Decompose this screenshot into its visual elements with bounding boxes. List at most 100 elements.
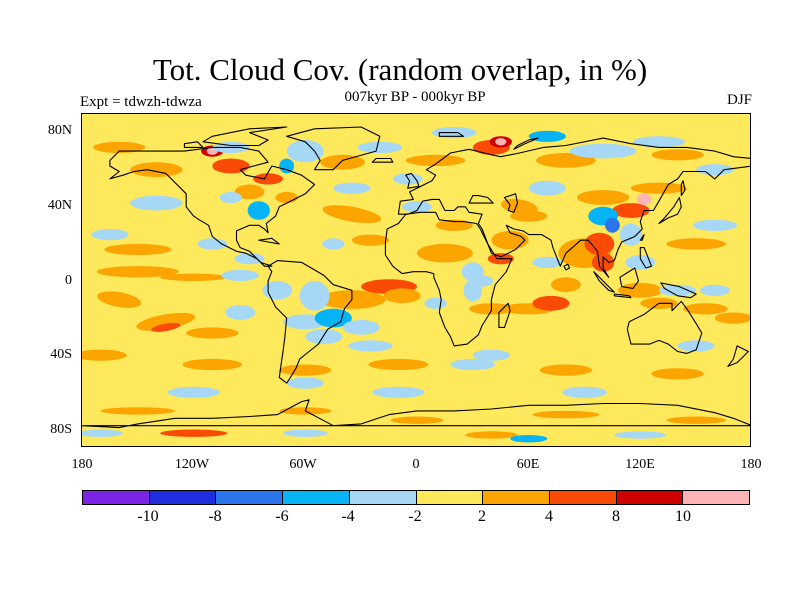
anomaly-patch <box>532 295 570 311</box>
anomaly-patch <box>528 130 566 142</box>
anomaly-patch <box>692 219 738 231</box>
anomaly-patch <box>402 201 432 213</box>
anomaly-patch <box>342 320 380 335</box>
anomaly-patch <box>286 377 324 389</box>
coastline <box>727 345 749 367</box>
lon-label-120e: 120E <box>625 457 655 472</box>
lon-label-180w: 180 <box>71 457 93 472</box>
colorbar-swatch <box>683 491 750 504</box>
anomaly-patch <box>97 291 142 308</box>
lon-label-0: 0 <box>412 457 420 472</box>
anomaly-patch <box>225 305 256 320</box>
colorbar-label: -6 <box>275 508 289 525</box>
anomaly-patch <box>463 279 483 302</box>
lon-label-60w: 60W <box>289 457 317 472</box>
anomaly-patch <box>625 255 656 270</box>
anomaly-patch <box>424 297 447 309</box>
coastlines <box>82 126 750 429</box>
anomaly-patch <box>197 238 228 250</box>
coastline <box>619 267 640 289</box>
coastline <box>613 293 632 299</box>
anomaly-patch <box>186 327 239 339</box>
coastline <box>503 193 519 213</box>
coastline <box>371 157 394 163</box>
experiment-label: Expt = tdwzh-tdwza <box>80 94 202 110</box>
anomaly-patch <box>614 431 667 439</box>
colorbar-swatch <box>483 491 550 504</box>
colorbar-swatch <box>283 491 350 504</box>
anomaly-patch <box>584 232 615 255</box>
anomaly-patch <box>465 431 518 439</box>
anomaly-patch <box>279 158 295 174</box>
anomaly-patch <box>104 243 172 256</box>
anomaly-patch <box>182 358 243 371</box>
anomaly-patch <box>320 154 365 170</box>
coastline <box>639 234 645 241</box>
anomaly-patch <box>100 407 175 415</box>
colorbar-label: 2 <box>478 508 486 525</box>
coastline <box>397 137 750 278</box>
anomaly-patch <box>136 312 196 331</box>
anomaly-patch <box>219 191 243 204</box>
coastline <box>183 141 204 148</box>
coastline <box>468 195 494 204</box>
coastline <box>286 126 381 171</box>
coastline <box>660 282 697 299</box>
anomaly-patch <box>96 266 179 278</box>
coastline <box>267 260 353 384</box>
anomaly-patch <box>383 288 421 304</box>
colorbar-label: -2 <box>408 508 422 525</box>
anomaly-patch <box>651 149 704 161</box>
season-label: DJF <box>726 92 752 108</box>
anomaly-patch <box>683 303 728 315</box>
colorbar-swatch <box>149 491 217 504</box>
anomaly-patch <box>212 158 250 174</box>
anomaly-patch <box>82 349 127 361</box>
colorbar-swatch <box>83 491 150 504</box>
map-canvas <box>82 126 750 443</box>
anomaly-field <box>82 127 750 443</box>
map-panel <box>81 113 751 447</box>
anomaly-patch <box>666 238 726 250</box>
colorbar-label: 10 <box>675 508 691 525</box>
colorbar-label: 8 <box>612 508 620 525</box>
anomaly-patch <box>283 429 328 437</box>
anomaly-patch <box>160 273 228 281</box>
anomaly-patch <box>234 253 265 265</box>
anomaly-patch <box>91 229 129 241</box>
lon-label-120w: 120W <box>174 457 210 472</box>
colorbar-label: 4 <box>545 508 553 525</box>
anomaly-patch <box>666 416 726 424</box>
anomaly-patch <box>253 173 283 185</box>
anomaly-patch <box>510 435 548 443</box>
anomaly-patch <box>659 284 697 296</box>
anomaly-patch <box>151 322 181 332</box>
coastline <box>109 146 316 267</box>
anomaly-patch <box>528 180 566 196</box>
coastline <box>384 211 513 347</box>
anomaly-patch <box>130 195 183 211</box>
anomaly-patch <box>491 230 529 250</box>
anomaly-patch <box>357 141 403 153</box>
anomaly-patch <box>435 219 473 231</box>
coastline <box>563 263 571 271</box>
anomaly-patch <box>130 162 183 178</box>
anomaly-patch <box>417 243 473 263</box>
anomaly-patch <box>495 138 507 146</box>
anomaly-patch <box>247 201 270 220</box>
anomaly-patch <box>286 140 324 163</box>
lat-label-0: 0 <box>65 273 72 288</box>
anomaly-patch <box>714 312 750 324</box>
colorbar-swatch <box>616 491 684 504</box>
coastline <box>498 302 511 328</box>
anomaly-patch <box>532 256 563 268</box>
lat-label-80n: 80N <box>47 123 72 138</box>
coastline <box>82 399 750 429</box>
anomaly-patch <box>93 141 146 153</box>
colorbar-label: -10 <box>137 508 159 525</box>
anomaly-patch <box>632 136 686 148</box>
lon-label-180e: 180 <box>740 457 762 472</box>
coastline <box>405 172 420 189</box>
lat-label-40n: 40N <box>47 198 72 213</box>
anomaly-patch <box>551 277 581 293</box>
